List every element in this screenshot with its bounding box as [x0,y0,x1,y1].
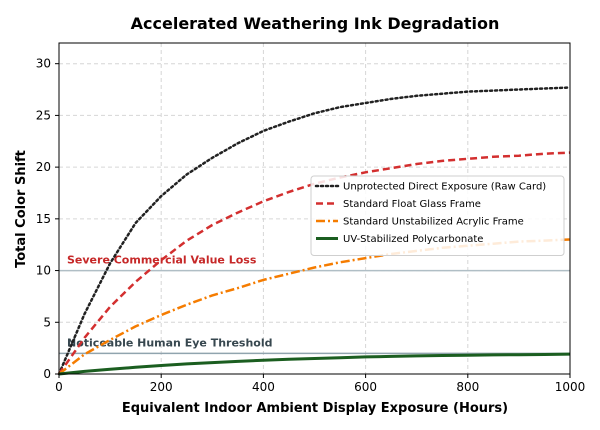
x-tick-label: 0 [55,380,63,394]
x-axis-label: Equivalent Indoor Ambient Display Exposu… [122,401,508,416]
y-tick-label: 25 [36,108,51,122]
y-tick-label: 0 [43,367,51,381]
x-tick-label: 200 [150,380,173,394]
x-tick-label: 1000 [555,380,586,394]
series-lines [57,86,572,376]
y-tick-label: 30 [36,57,51,71]
x-tick-label: 600 [354,380,377,394]
plot-frame [58,42,571,375]
legend: Unprotected Direct Exposure (Raw Card) St… [310,175,565,256]
series-line-4 [58,352,571,376]
y-axis-ticks: 0 5 10 15 20 25 30 [36,57,59,381]
y-tick-label: 10 [36,264,51,278]
y-axis-label: Total Color Shift [14,150,29,268]
x-tick-label: 400 [252,380,275,394]
series-line-2 [57,151,571,375]
legend-box [310,175,565,256]
legend-entry: Standard Unstabilized Acrylic Frame [343,217,524,228]
y-tick-label: 15 [36,212,51,226]
y-tick-label: 20 [36,160,51,174]
legend-entry: UV-Stabilized Polycarbonate [343,234,483,245]
legend-entry: Standard Float Glass Frame [343,199,481,210]
legend-entry: Unprotected Direct Exposure (Raw Card) [343,182,546,193]
reference-line-label: Noticeable Human Eye Threshold [67,336,273,349]
y-tick-label: 5 [43,315,51,329]
series-line-1 [57,86,572,376]
series-line-3 [58,238,571,375]
x-tick-label: 800 [456,380,479,394]
chart-title: Accelerated Weathering Ink Degradation [131,14,500,33]
x-axis-ticks: 0 200 400 600 800 1000 [55,374,585,394]
